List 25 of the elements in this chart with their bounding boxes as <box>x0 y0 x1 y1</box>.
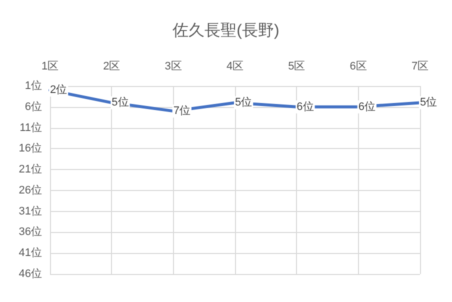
data-label: 2位 <box>50 84 68 96</box>
data-label: 5位 <box>420 96 438 109</box>
y-tick-label: 36位 <box>18 226 42 238</box>
x-tick-label: 3区 <box>164 60 182 72</box>
y-tick-label: 1位 <box>24 80 42 92</box>
x-tick-label: 6区 <box>350 60 367 72</box>
y-tick-label: 11位 <box>20 122 42 134</box>
y-tick-label: 46位 <box>18 268 42 280</box>
data-label: 5位 <box>112 96 129 109</box>
y-tick-label: 21位 <box>18 164 42 176</box>
x-tick-label: 4区 <box>226 60 244 72</box>
x-tick-label: 7区 <box>411 60 429 72</box>
y-tick-label: 26位 <box>18 184 42 196</box>
x-tick-label: 2区 <box>103 60 120 72</box>
x-tick-label: 5区 <box>288 60 306 72</box>
y-tick-label: 41位 <box>18 247 42 260</box>
y-tick-label: 6位 <box>24 100 42 113</box>
data-label: 6位 <box>296 100 314 113</box>
data-label: 5位 <box>235 96 252 109</box>
data-label: 7位 <box>173 105 190 118</box>
y-tick-label: 31位 <box>18 205 42 218</box>
data-label: 6位 <box>358 100 376 113</box>
chart-title: 佐久長聖(長野) <box>172 22 280 40</box>
y-tick-label: 16位 <box>18 142 42 155</box>
x-tick-label: 1区 <box>41 60 59 72</box>
